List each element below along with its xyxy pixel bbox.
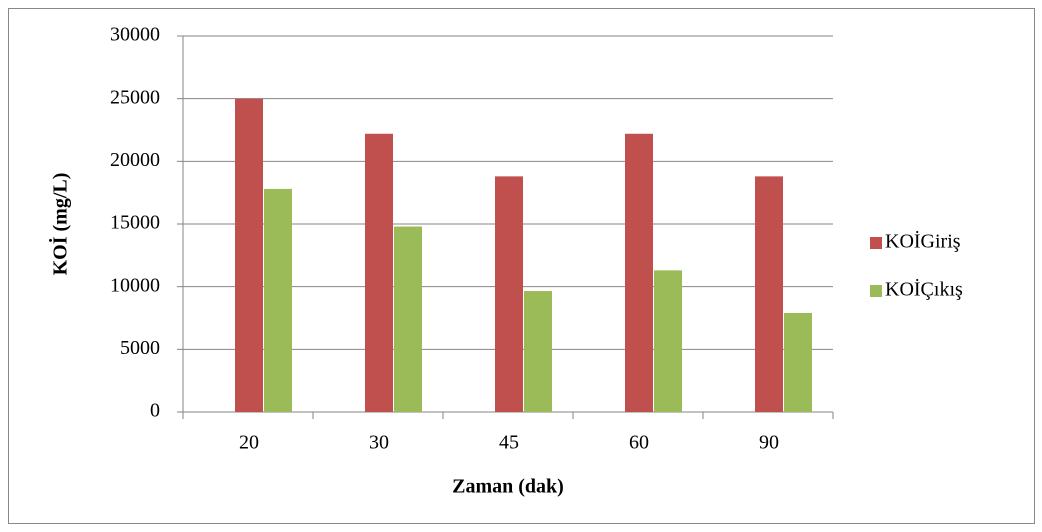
bar <box>784 312 812 412</box>
bar <box>755 176 783 412</box>
x-axis-title: Zaman (dak) <box>452 476 564 498</box>
bar <box>235 98 263 413</box>
bar <box>264 188 292 412</box>
bar <box>625 133 653 412</box>
y-tick-label: 10000 <box>110 274 160 296</box>
x-tick-label: 90 <box>759 432 779 454</box>
y-axis-title: KOİ (mg/L) <box>48 173 72 276</box>
y-tick-label: 0 <box>150 400 160 422</box>
x-tick-label: 45 <box>499 432 519 454</box>
y-tick-label: 5000 <box>120 337 160 359</box>
legend-label: KOİÇıkış <box>885 278 963 301</box>
legend-label: KOİGiriş <box>885 230 961 253</box>
bar <box>394 226 422 412</box>
bar <box>365 133 393 412</box>
bar <box>524 291 552 412</box>
y-tick-label: 20000 <box>110 149 160 171</box>
legend-swatch <box>870 237 882 249</box>
x-tick-label: 20 <box>239 432 259 454</box>
x-tick-label: 30 <box>369 432 389 454</box>
y-tick-label: 25000 <box>110 86 160 108</box>
bar <box>495 176 523 412</box>
x-tick-label: 60 <box>629 432 649 454</box>
legend-swatch <box>870 285 882 297</box>
y-tick-label: 30000 <box>110 24 160 46</box>
bar <box>654 270 682 412</box>
y-tick-label: 15000 <box>110 212 160 234</box>
